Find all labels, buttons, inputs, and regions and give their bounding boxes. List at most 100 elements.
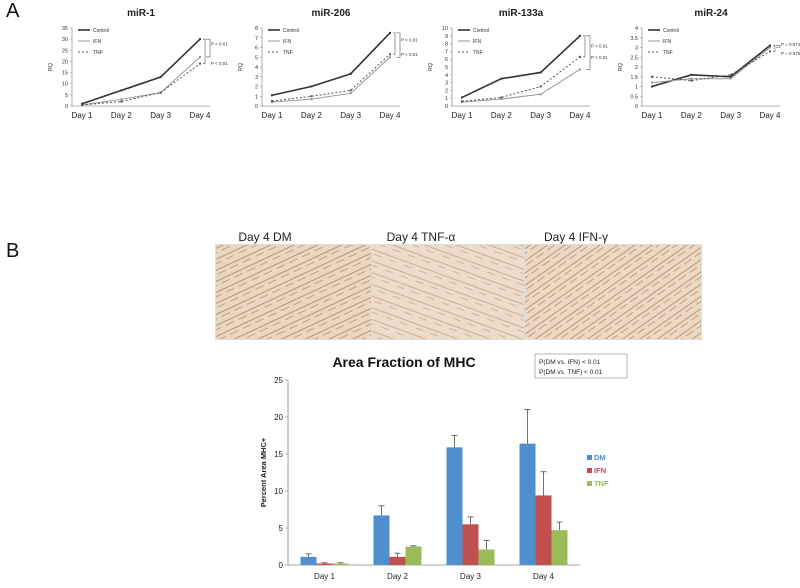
data-point xyxy=(159,91,162,94)
data-point xyxy=(729,77,732,80)
significance-bracket xyxy=(206,38,211,58)
panel-b-label: B xyxy=(6,240,20,262)
bar-dm xyxy=(300,556,317,565)
data-point xyxy=(690,73,693,76)
y-tick-label: 30 xyxy=(62,37,68,43)
significance-bracket xyxy=(203,38,206,64)
y-tick-label: 4 xyxy=(635,26,638,32)
chart-title: miR-206 xyxy=(312,8,351,19)
y-tick-label: 1 xyxy=(635,85,638,91)
x-tick-label: Day 1 xyxy=(452,111,473,120)
y-axis-label: RQ xyxy=(48,62,54,71)
legend-swatch-dm xyxy=(587,455,592,460)
y-tick-label: 0 xyxy=(279,561,284,570)
legend-label-control: Control xyxy=(663,28,679,34)
data-point xyxy=(389,56,391,59)
x-tick-label: Day 2 xyxy=(301,111,322,120)
series-line-ifn xyxy=(271,56,391,103)
y-tick-label: 3 xyxy=(635,46,638,52)
data-point xyxy=(539,85,542,88)
line-chart-mir-24: miR-24 0 0.5 1 1.5 2 2.5 3 3.5 4 RQ Day 1 Day 2 Day 3… xyxy=(618,8,800,120)
bar-dm xyxy=(373,515,390,565)
micrograph-ifn-image xyxy=(524,244,702,340)
y-tick-label: 5 xyxy=(65,93,68,99)
legend-label-ifn: IFN xyxy=(93,39,101,45)
x-tick-label: Day 1 xyxy=(314,572,335,581)
x-tick-label: Day 1 xyxy=(72,111,93,120)
y-tick-label: 6 xyxy=(255,46,258,52)
y-tick-label: 10 xyxy=(442,26,448,32)
data-point xyxy=(690,79,693,82)
bar-chart-title: Area Fraction of MHC xyxy=(332,354,475,370)
y-tick-label: 5 xyxy=(279,524,284,533)
x-tick-label: Day 2 xyxy=(111,111,132,120)
bar-ifn xyxy=(316,563,333,565)
x-tick-label: Day 3 xyxy=(530,111,551,120)
data-point xyxy=(690,77,693,80)
y-tick-label: 0.5 xyxy=(630,94,638,100)
x-tick-label: Day 4 xyxy=(533,572,554,581)
data-point xyxy=(271,94,273,97)
y-axis-label: Percent Area MHC+ xyxy=(259,437,268,507)
y-tick-label: 5 xyxy=(445,65,448,71)
bar-dm xyxy=(446,447,463,565)
y-tick-label: 35 xyxy=(62,26,68,32)
data-point xyxy=(539,71,542,74)
data-point xyxy=(199,55,201,58)
legend-label-ifn: IFN xyxy=(594,466,606,475)
y-tick-label: 0 xyxy=(65,104,68,110)
data-point xyxy=(651,81,653,84)
significance-label: P < 0.01 xyxy=(401,37,418,42)
significance-bracket xyxy=(586,35,591,70)
data-point xyxy=(81,103,83,106)
x-tick-label: Day 1 xyxy=(642,111,663,120)
significance-bracket xyxy=(396,32,401,58)
significance-label: P < 0.01 xyxy=(401,52,418,57)
data-point xyxy=(120,89,123,92)
y-tick-label: 4 xyxy=(255,65,258,71)
data-point xyxy=(271,100,273,103)
y-tick-label: 25 xyxy=(274,376,283,385)
x-tick-label: Day 4 xyxy=(760,111,781,120)
y-tick-label: 4 xyxy=(445,73,448,79)
data-point xyxy=(120,100,123,103)
y-tick-label: 3 xyxy=(445,81,448,87)
x-tick-label: Day 4 xyxy=(570,111,591,120)
y-tick-label: 1 xyxy=(255,94,258,100)
data-point xyxy=(651,75,653,78)
significance-label: P = 0.575 xyxy=(781,51,800,56)
x-tick-label: Day 4 xyxy=(190,111,211,120)
data-point xyxy=(349,89,352,92)
data-point xyxy=(389,31,391,34)
data-point xyxy=(389,53,391,56)
data-point xyxy=(310,98,313,101)
y-tick-label: 6 xyxy=(445,57,448,63)
significance-label: P = 0.074 xyxy=(781,42,800,47)
chart-title: miR-24 xyxy=(694,8,728,19)
panel-a-label: A xyxy=(6,0,20,22)
significance-label: P < 0.01 xyxy=(591,55,608,60)
legend-label-dm: DM xyxy=(594,453,606,462)
legend-swatch-ifn xyxy=(587,468,592,473)
bar-ifn xyxy=(535,495,552,565)
series-line-ifn xyxy=(81,56,201,106)
x-tick-label: Day 3 xyxy=(460,572,481,581)
significance-bracket xyxy=(583,35,586,58)
significance-bracket xyxy=(776,45,781,48)
y-tick-label: 15 xyxy=(62,71,68,77)
legend-label-control: Control xyxy=(283,28,299,34)
y-tick-label: 2 xyxy=(635,65,638,71)
series-line-tnf xyxy=(81,63,201,106)
data-point xyxy=(769,44,771,47)
series-line-tnf xyxy=(271,53,391,102)
data-point xyxy=(199,38,201,41)
data-point xyxy=(500,97,503,100)
x-tick-label: Day 2 xyxy=(681,111,702,120)
y-tick-label: 8 xyxy=(445,42,448,48)
micrograph-label-dm: Day 4 DM xyxy=(238,230,292,244)
y-tick-label: 10 xyxy=(274,487,283,496)
significance-bracket xyxy=(773,45,776,52)
y-tick-label: 2 xyxy=(255,85,258,91)
y-tick-label: 1 xyxy=(445,96,448,102)
